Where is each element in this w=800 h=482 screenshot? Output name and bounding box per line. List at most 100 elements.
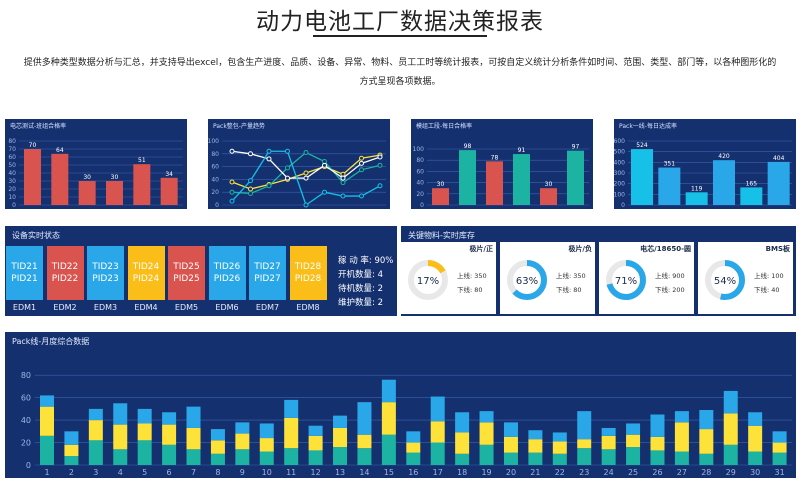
stacked-bar-teal — [235, 449, 250, 465]
inventory-card-title: 极片/正 — [469, 245, 493, 253]
upper-limit: 上线: 900 — [655, 272, 685, 280]
device-name: EDM7 — [255, 303, 280, 312]
stacked-bar-blue — [650, 414, 665, 437]
bar-value-label: 404 — [773, 155, 785, 162]
stacked-bar-blue — [40, 395, 54, 407]
stacked-bar-teal — [479, 444, 494, 465]
inventory-card[interactable]: 极片/负 63% 上线: 350 下线: 80 — [500, 242, 595, 314]
device-name: EDM3 — [93, 303, 118, 312]
stacked-bar-blue — [479, 411, 494, 423]
y-tick-label: 400 — [614, 159, 625, 166]
x-tick-label: 20 — [506, 468, 516, 477]
bar-value-label: 351 — [664, 161, 676, 168]
device-tile[interactable]: TID26 PID26 — [208, 246, 246, 300]
y-tick-label: 600 — [614, 138, 625, 145]
stacked-bar-yellow — [235, 433, 250, 450]
stacked-bar-blue — [601, 427, 616, 436]
stacked-bar-teal — [259, 451, 274, 465]
inventory-card[interactable]: 极片/正 17% 上线: 350 下线: 80 — [401, 242, 496, 314]
stacked-bar-yellow — [650, 436, 665, 451]
data-point — [322, 189, 327, 195]
stacked-bar-yellow — [88, 420, 103, 441]
stacked-bar-yellow — [674, 422, 689, 452]
device-tile[interactable]: TID23 PID23 — [87, 246, 124, 300]
device-id-label: TID22 — [51, 262, 79, 272]
x-tick-label: 16 — [408, 468, 418, 477]
x-tick-label: 3 — [93, 468, 98, 477]
y-tick-label: 100 — [413, 146, 425, 153]
stacked-bar-blue — [699, 410, 714, 430]
stacked-bar-teal — [357, 448, 372, 465]
stacked-bar-blue — [748, 412, 763, 426]
stacked-bar-teal — [186, 449, 201, 465]
device-tile[interactable]: TID28 PID28 — [289, 246, 327, 300]
device-id-label: TID25 — [173, 262, 200, 272]
bar — [631, 149, 653, 205]
y-tick-label: 20 — [8, 186, 16, 193]
device-id-label: TID24 — [132, 262, 160, 272]
device-tile[interactable]: TID27 PID27 — [249, 246, 286, 300]
y-tick-label: 0 — [621, 202, 625, 209]
data-point — [229, 148, 235, 154]
x-tick-label: 24 — [604, 468, 614, 477]
data-point — [285, 175, 290, 181]
device-id-label: PID25 — [173, 274, 200, 284]
stacked-bar-yellow — [333, 427, 348, 448]
data-point — [248, 186, 253, 192]
device-id-label: TID28 — [294, 262, 322, 272]
upper-limit: 上线: 350 — [556, 272, 586, 280]
stacked-bar-teal — [40, 435, 54, 465]
device-tile[interactable]: TID22 PID22 — [46, 246, 84, 300]
inventory-title: 关键物料-实时库存 — [408, 231, 475, 240]
inventory-card[interactable]: 电芯/18650-圆 71% 上线: 900 下线: 200 — [599, 242, 694, 314]
device-tile[interactable]: TID21 PID21 — [6, 246, 43, 300]
bar — [567, 150, 584, 205]
description-line-1: 提供多种类型数据分析与汇总，并支持导出excel，包含生产进度、品质、设备、异常… — [23, 58, 777, 68]
bar — [24, 149, 41, 205]
x-tick-label: 2 — [69, 468, 74, 477]
data-point — [303, 170, 309, 176]
stacked-bar-teal — [455, 453, 470, 465]
data-point — [377, 162, 383, 168]
device-id-label: PID22 — [51, 274, 79, 284]
y-tick-label: 50 — [8, 162, 16, 169]
x-tick-label: 26 — [652, 468, 662, 477]
device-id-label: PID27 — [254, 274, 281, 284]
stacked-bar-blue — [284, 399, 299, 418]
title-underline — [313, 35, 487, 37]
stacked-bar-blue — [430, 396, 445, 422]
x-tick-label: 8 — [215, 468, 220, 477]
page-title: 动力电池工厂数据决策报表 — [256, 9, 544, 35]
y-tick-label: 200 — [614, 181, 625, 188]
stacked-bar-teal — [333, 447, 348, 465]
bar-value-label: 98 — [464, 143, 472, 150]
bar-value-label: 420 — [718, 153, 730, 160]
inventory-card[interactable]: BMS板 54% 上线: 100 下线: 40 — [698, 242, 793, 314]
y-tick-label: 10 — [8, 194, 16, 201]
bar — [486, 161, 503, 205]
gauge-fill — [705, 260, 745, 300]
bar — [658, 167, 681, 205]
stacked-bar-yellow — [284, 417, 299, 449]
y-tick-label: 40 — [416, 180, 424, 187]
stacked-bar-teal — [699, 453, 714, 465]
device-name: EDM8 — [296, 303, 320, 312]
device-tile[interactable]: TID24 PID24 — [127, 246, 165, 300]
monthly-panel: Pack线-月度综合数据 0 20 40 60 80 1 2 3 4 5 6 7 8 9 10 11 12 13 1… — [5, 332, 796, 478]
data-point — [229, 179, 235, 185]
x-tick-label: 6 — [167, 468, 172, 477]
x-tick-label: 18 — [457, 468, 467, 477]
stacked-bar-blue — [308, 425, 323, 436]
stacked-bar-yellow — [699, 429, 714, 454]
data-point — [359, 167, 364, 173]
y-tick-label: 80 — [21, 371, 31, 380]
stacked-bar-teal — [528, 452, 543, 465]
bar — [51, 153, 69, 205]
stacked-bar-yellow — [186, 427, 201, 450]
bar-value-label: 64 — [56, 147, 64, 154]
bar — [459, 150, 476, 205]
stacked-bar-teal — [308, 450, 323, 465]
device-tile[interactable]: TID25 PID25 — [168, 246, 205, 300]
gauge-donut: 54% — [705, 260, 745, 300]
